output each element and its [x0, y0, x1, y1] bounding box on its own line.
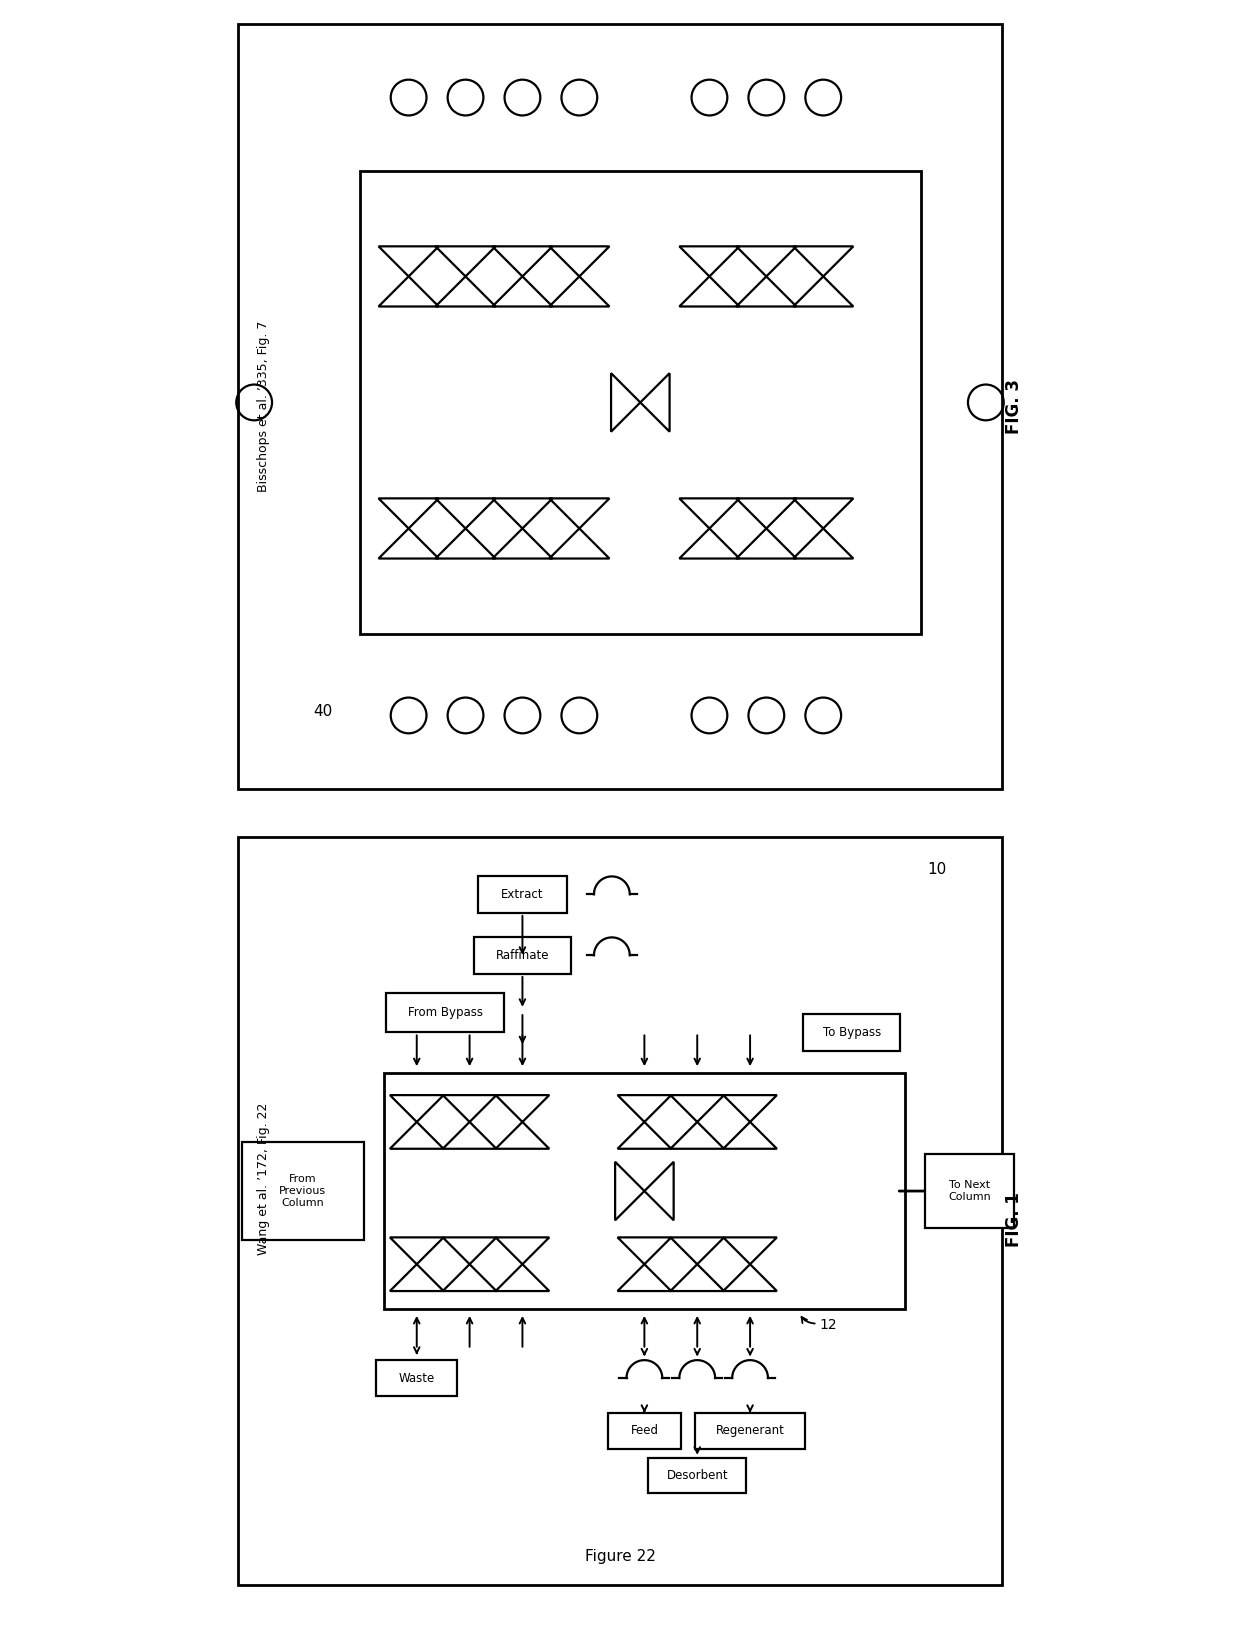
Text: Regenerant: Regenerant [715, 1424, 785, 1437]
Bar [376, 1359, 458, 1397]
Bar [387, 992, 505, 1033]
Text: To Bypass: To Bypass [822, 1026, 880, 1039]
Text: FIG. 1: FIG. 1 [1006, 1192, 1023, 1247]
Text: 40: 40 [314, 704, 332, 719]
Bar [477, 876, 567, 912]
Text: FIG. 3: FIG. 3 [1006, 379, 1023, 434]
Bar [384, 1073, 904, 1309]
Bar [925, 1154, 1014, 1228]
Text: From Bypass: From Bypass [408, 1006, 482, 1018]
Text: To Next
Column: To Next Column [949, 1180, 991, 1202]
Bar [360, 171, 921, 634]
Text: Desorbent: Desorbent [666, 1470, 728, 1481]
Bar [242, 1141, 363, 1239]
Text: Waste: Waste [398, 1372, 435, 1384]
Bar [696, 1413, 805, 1449]
Text: Wang et al. ’172, Fig. 22: Wang et al. ’172, Fig. 22 [258, 1102, 270, 1255]
Text: Figure 22: Figure 22 [584, 1550, 656, 1564]
Text: Extract: Extract [501, 888, 543, 901]
Text: Bisschops et al. ’335, Fig. 7: Bisschops et al. ’335, Fig. 7 [258, 320, 270, 493]
Bar [474, 937, 572, 974]
Text: Feed: Feed [630, 1424, 658, 1437]
Bar [649, 1457, 746, 1493]
Text: Raffinate: Raffinate [496, 950, 549, 961]
Text: 10: 10 [928, 862, 946, 878]
Bar [804, 1015, 900, 1050]
Bar [608, 1413, 681, 1449]
Text: 12: 12 [820, 1319, 837, 1332]
Text: From
Previous
Column: From Previous Column [279, 1174, 326, 1208]
